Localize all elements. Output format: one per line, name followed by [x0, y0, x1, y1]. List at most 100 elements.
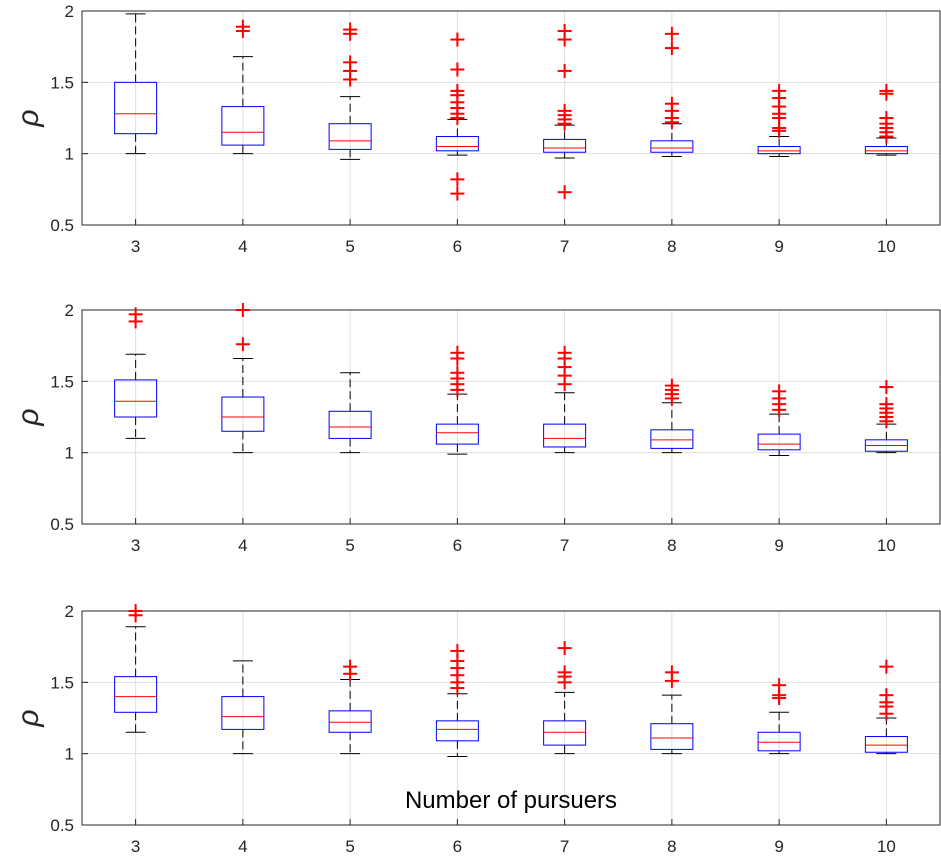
outlier-marker [450, 643, 465, 658]
y-tick-label: 2 [65, 301, 74, 320]
box-6 [435, 32, 479, 201]
x-tick-label: 9 [774, 536, 783, 555]
y-tick-label: 1.5 [50, 73, 74, 92]
iqr-box [221, 106, 265, 146]
box-4 [221, 19, 265, 155]
iqr-box [114, 379, 158, 418]
box-5 [328, 22, 372, 160]
box-9 [757, 678, 801, 755]
box-7 [543, 23, 587, 200]
outlier-marker [557, 641, 572, 656]
x-tick-label: 6 [453, 837, 462, 856]
outlier-marker [879, 688, 894, 703]
box-5 [328, 659, 372, 755]
outlier-marker [772, 83, 787, 98]
x-tick-label: 6 [453, 536, 462, 555]
x-tick-label: 10 [877, 237, 896, 256]
y-axis-label: ρ [12, 408, 45, 426]
outlier-marker [235, 19, 250, 34]
x-tick-label: 7 [560, 237, 569, 256]
axes-frame [81, 309, 941, 525]
x-tick-label: 3 [131, 837, 140, 856]
outlier-marker [772, 384, 787, 399]
box-7 [543, 641, 587, 755]
iqr-box [650, 140, 694, 153]
x-tick-label: 7 [560, 837, 569, 856]
outlier-marker [450, 83, 465, 98]
outlier-marker [450, 186, 465, 201]
iqr-box [543, 423, 587, 448]
box-9 [757, 83, 801, 158]
outlier-marker [450, 62, 465, 77]
outlier-marker [557, 345, 572, 360]
outlier-marker [343, 659, 358, 674]
iqr-box [221, 696, 265, 730]
outlier-marker [557, 103, 572, 118]
iqr-box [114, 81, 158, 135]
x-tick-label: 4 [238, 837, 247, 856]
iqr-box [864, 146, 908, 155]
x-tick-label: 6 [453, 237, 462, 256]
outlier-marker [879, 397, 894, 412]
iqr-box [757, 146, 801, 155]
outlier-marker [450, 345, 465, 360]
outlier-marker [664, 96, 679, 111]
box-8 [650, 665, 694, 755]
box-3 [114, 604, 158, 733]
x-tick-label: 5 [345, 536, 354, 555]
outlier-marker [557, 23, 572, 38]
box-8 [650, 26, 694, 158]
x-tick-label: 8 [667, 237, 676, 256]
box-4 [221, 660, 265, 755]
outlier-marker [235, 337, 250, 352]
y-tick-label: 0.5 [50, 816, 74, 835]
x-tick-label: 8 [667, 536, 676, 555]
y-tick-label: 0.5 [50, 216, 74, 235]
outlier-marker [343, 22, 358, 37]
outlier-marker [128, 604, 143, 618]
iqr-box [435, 423, 479, 445]
x-tick-label: 9 [774, 837, 783, 856]
outlier-marker [664, 26, 679, 41]
iqr-box [543, 138, 587, 153]
iqr-box [757, 731, 801, 752]
iqr-box [435, 720, 479, 742]
outlier-marker [879, 659, 894, 674]
iqr-box [757, 433, 801, 451]
iqr-box [114, 676, 158, 713]
iqr-box [650, 429, 694, 449]
outlier-marker [879, 380, 894, 395]
y-tick-label: 1.5 [50, 372, 74, 391]
outlier-marker [879, 83, 894, 98]
x-tick-label: 7 [560, 536, 569, 555]
outlier-marker [343, 55, 358, 70]
outlier-marker [450, 365, 465, 380]
y-tick-label: 2 [65, 2, 74, 21]
x-tick-label: 9 [774, 237, 783, 256]
outlier-marker [557, 665, 572, 680]
box-5 [328, 372, 372, 454]
box-3 [114, 307, 158, 439]
chart-panel-1: 0.5 1 1.5 2 3 4 5 6 7 8 9 10 ρ [12, 2, 941, 256]
iqr-box [543, 720, 587, 746]
x-tick-label: 10 [877, 837, 896, 856]
y-tick-label: 2 [65, 602, 74, 621]
box-7 [543, 345, 587, 454]
box-6 [435, 345, 479, 455]
box-9 [757, 384, 801, 457]
axes-frame [81, 610, 941, 826]
outlier-marker [235, 303, 250, 317]
y-tick-label: 0.5 [50, 515, 74, 534]
iqr-box [221, 396, 265, 432]
box-10 [864, 380, 908, 454]
box-3 [114, 13, 158, 155]
iqr-box [328, 410, 372, 439]
outlier-marker [664, 378, 679, 393]
box-10 [864, 83, 908, 156]
outlier-marker [772, 678, 787, 693]
iqr-box [328, 710, 372, 733]
outlier-marker [557, 63, 572, 78]
outlier-marker [450, 172, 465, 187]
y-tick-label: 1.5 [50, 673, 74, 692]
y-tick-label: 1 [65, 145, 74, 164]
